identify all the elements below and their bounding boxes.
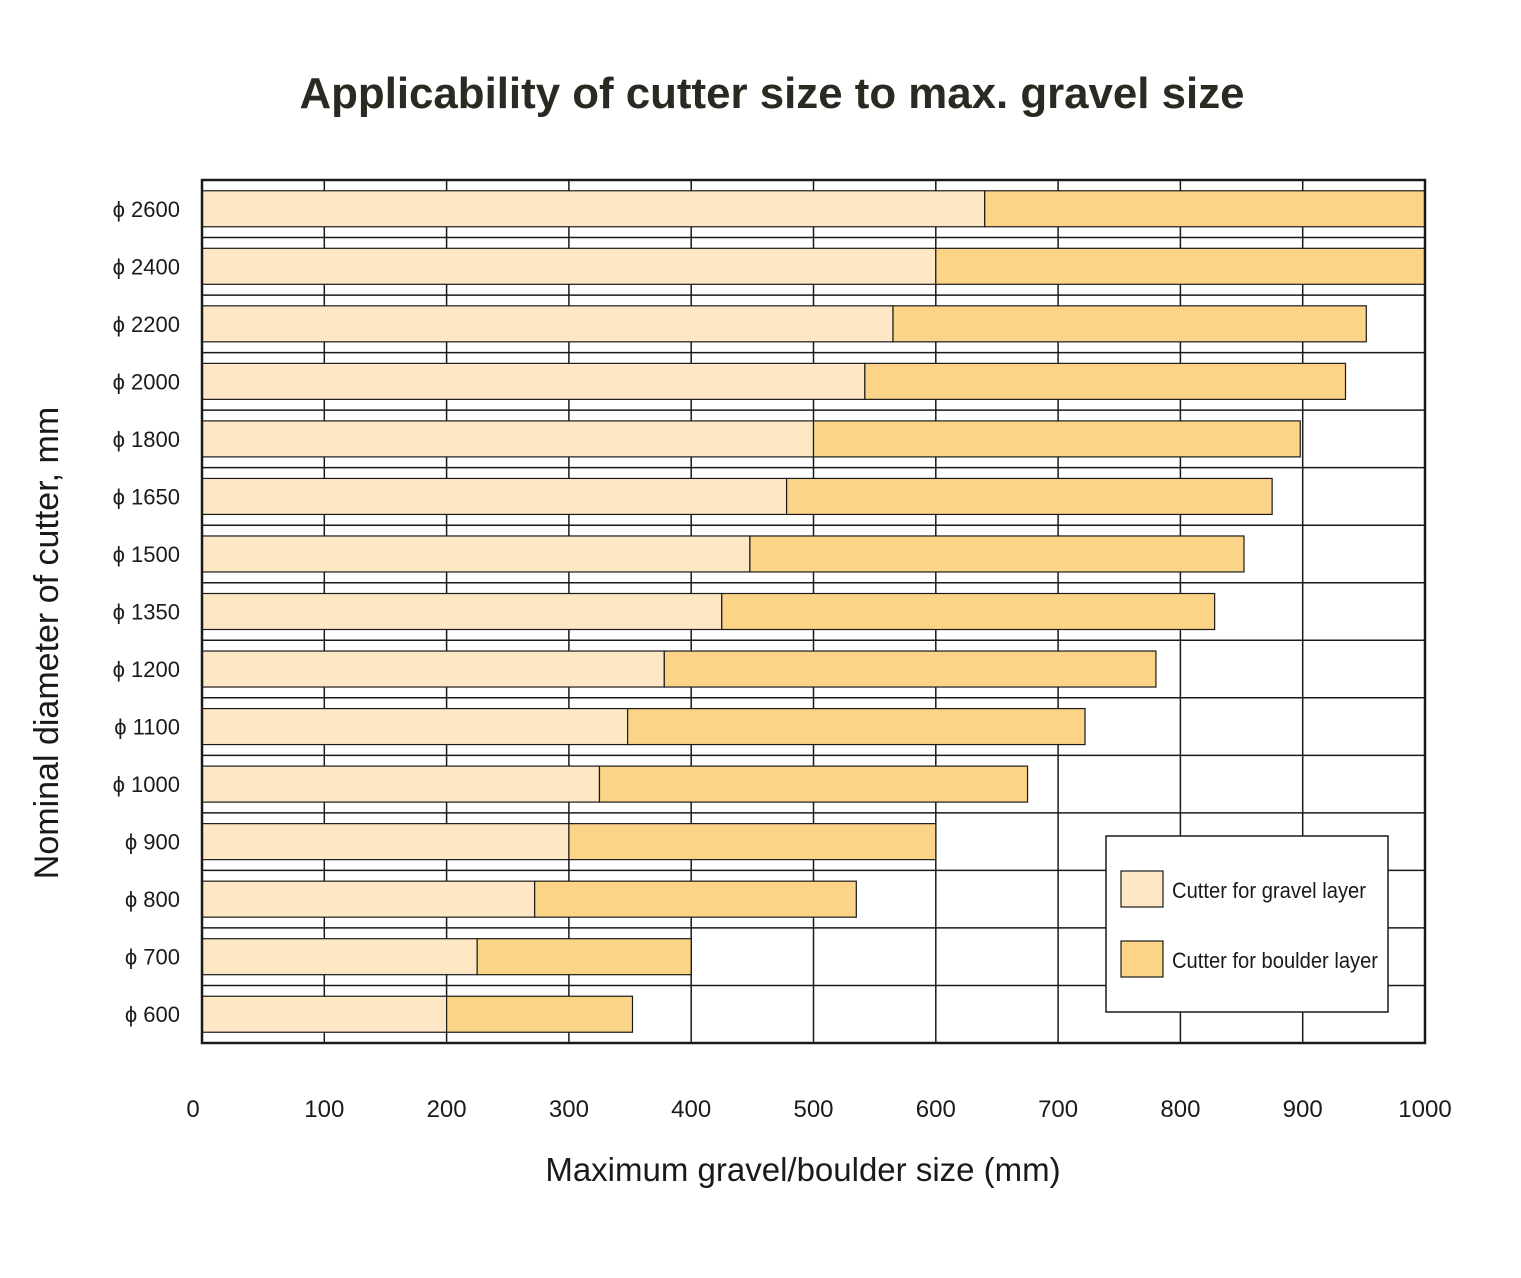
plot-frame [200, 178, 1427, 1045]
x-tick-label: 0 [186, 1096, 199, 1123]
x-tick-label: 600 [916, 1096, 956, 1123]
bar-boulder-layer [935, 247, 1426, 285]
bar-boulder-layer [568, 823, 937, 861]
bar-gravel-layer [201, 477, 788, 516]
y-tick-label: ϕ 600 [125, 1002, 180, 1027]
y-tick-label: ϕ 2000 [113, 369, 180, 394]
bar-gravel-layer [201, 995, 448, 1033]
bar-boulder-layer [785, 477, 1273, 516]
x-tick-label: 800 [1160, 1096, 1200, 1123]
x-tick-label: 1000 [1398, 1096, 1451, 1123]
bar-boulder-layer [476, 938, 692, 976]
y-tick-label: ϕ 1350 [113, 600, 180, 625]
bar-gravel-layer [201, 420, 815, 458]
bar-boulder-layer [663, 650, 1157, 688]
y-tick-label: ϕ 700 [125, 945, 180, 970]
x-axis-label: Maximum gravel/boulder size (mm) [545, 1151, 1060, 1188]
bar-boulder-layer [864, 362, 1347, 400]
plot-border [200, 178, 1427, 1045]
bar-gravel-layer [201, 362, 866, 400]
y-tick-label: ϕ 1000 [113, 772, 180, 797]
bar-gravel-layer [201, 190, 986, 228]
x-tick-label: 700 [1038, 1096, 1078, 1123]
bar-boulder-layer [984, 190, 1426, 228]
bar-gravel-layer [201, 535, 751, 573]
bar-boulder-layer [721, 592, 1216, 631]
legend-swatch-gravel [1120, 870, 1164, 908]
bar-gravel-layer [201, 305, 894, 343]
bar-gravel-layer [201, 880, 536, 918]
legend-label-gravel: Cutter for gravel layer [1172, 878, 1366, 903]
x-tick-label: 100 [304, 1096, 344, 1123]
y-tick-label: ϕ 1200 [113, 657, 180, 682]
bar-boulder-layer [749, 535, 1245, 573]
bar-gravel-layer [201, 938, 478, 976]
y-axis-label: Nominal diameter of cutter, mm [28, 407, 66, 879]
bar-boulder-layer [446, 995, 634, 1033]
legend-swatch-boulder [1120, 940, 1164, 978]
bar-boulder-layer [892, 305, 1367, 343]
y-tick-label: ϕ 1650 [113, 484, 180, 509]
y-tick-label: ϕ 2600 [113, 197, 180, 222]
y-tick-label: ϕ 1500 [113, 542, 180, 567]
legend: Cutter for gravel layer Cutter for bould… [1105, 835, 1389, 1013]
y-tick-label: ϕ 1800 [113, 427, 180, 452]
y-tick-label: ϕ 2200 [113, 312, 180, 337]
bar-gravel-layer [201, 823, 570, 861]
bar-gravel-layer [201, 592, 723, 631]
legend-label-boulder: Cutter for boulder layer [1172, 948, 1378, 973]
y-tick-labels: ϕ 2600 ϕ 2400 ϕ 2200 ϕ 2000 ϕ 1800 ϕ 1650 ϕ 15… [113, 197, 180, 1027]
x-tick-label: 500 [793, 1096, 833, 1123]
bar-gravel-layer [201, 247, 937, 285]
bar-gravel-layer [201, 650, 665, 688]
bar-gravel-layer [201, 707, 629, 746]
chart-title: Applicability of cutter size to max. gra… [300, 69, 1245, 118]
y-tick-label: ϕ 2400 [113, 254, 180, 279]
bar-boulder-layer [534, 880, 857, 918]
x-tick-labels: 0 100 200 300 400 500 600 700 800 900 1000 [186, 1096, 1451, 1123]
y-tick-label: ϕ 1100 [114, 715, 180, 740]
legend-box [1105, 835, 1389, 1013]
bar-boulder-layer [812, 420, 1301, 458]
bar-boulder-layer [627, 707, 1086, 746]
y-tick-label: ϕ 800 [125, 887, 180, 912]
y-tick-label: ϕ 900 [125, 830, 180, 855]
x-tick-label: 400 [671, 1096, 711, 1123]
bar-gravel-layer [201, 765, 601, 803]
x-tick-label: 900 [1283, 1096, 1323, 1123]
bar-boulder-layer [598, 765, 1029, 803]
bars [201, 190, 1426, 1033]
x-tick-label: 300 [549, 1096, 589, 1123]
x-tick-label: 200 [427, 1096, 467, 1123]
